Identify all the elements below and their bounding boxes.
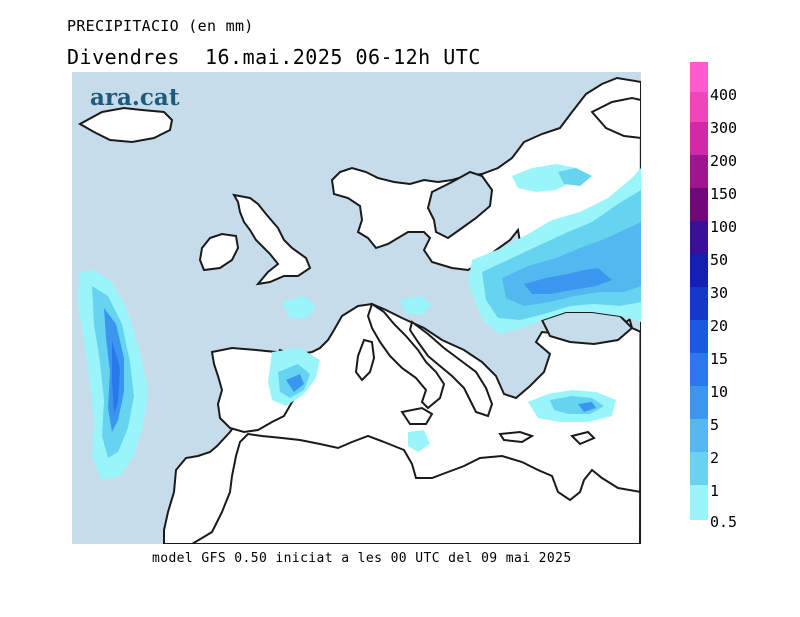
corsica-sardinia <box>354 338 376 382</box>
precip-alps <box>400 296 432 314</box>
legend-band-30 <box>690 287 708 320</box>
legend-band-1 <box>690 485 708 520</box>
legend-band-15 <box>690 353 708 386</box>
legend-label-0-5: 0.5 <box>710 513 738 531</box>
legend-band-top <box>690 62 708 92</box>
legend-label-200: 200 <box>710 152 738 170</box>
iceland <box>77 106 174 144</box>
legend-label-150: 150 <box>710 185 738 203</box>
precipitation-map <box>72 72 641 544</box>
legend-label-30: 30 <box>710 284 729 302</box>
ireland <box>198 232 240 272</box>
legend-band-400 <box>690 92 708 122</box>
cyprus <box>570 430 596 446</box>
legend-band-50 <box>690 254 708 287</box>
model-run-note: model GFS 0.50 iniciat a les 00 UTC del … <box>152 551 572 566</box>
legend-band-5 <box>690 419 708 452</box>
legend-label-10: 10 <box>710 383 729 401</box>
italy <box>366 302 446 410</box>
map-variable-title: PRECIPITACIO (en mm) <box>67 17 254 35</box>
legend-label-2: 2 <box>710 449 720 467</box>
precipitation-legend-bar <box>690 62 708 520</box>
precipitation-field <box>78 164 641 480</box>
legend-label-5: 5 <box>710 416 720 434</box>
legend-label-20: 20 <box>710 317 729 335</box>
map-date-title: Divendres 16.mai.2025 06-12h UTC <box>67 45 481 69</box>
great-britain <box>232 193 312 286</box>
precip-north <box>512 164 576 192</box>
balkans <box>408 320 494 418</box>
legend-label-400: 400 <box>710 86 738 104</box>
legend-band-300 <box>690 122 708 155</box>
legend-band-200 <box>690 155 708 188</box>
legend-band-20 <box>690 320 708 353</box>
legend-band-100 <box>690 221 708 254</box>
legend-label-50: 50 <box>710 251 729 269</box>
sicily <box>400 406 434 425</box>
legend-label-15: 15 <box>710 350 729 368</box>
legend-label-1: 1 <box>710 482 720 500</box>
legend-label-100: 100 <box>710 218 738 236</box>
arctic-land <box>590 96 641 140</box>
crete <box>498 430 535 444</box>
legend-band-2 <box>690 452 708 485</box>
legend-band-150 <box>690 188 708 221</box>
aracat-logo: ara.cat <box>90 84 180 111</box>
baltic-sea <box>426 170 494 240</box>
legend-label-300: 300 <box>710 119 738 137</box>
legend-band-10 <box>690 386 708 419</box>
